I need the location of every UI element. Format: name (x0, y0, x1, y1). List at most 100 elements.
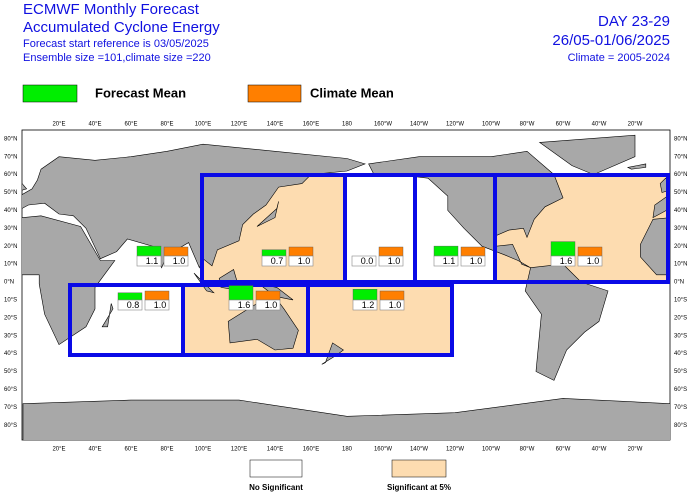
lat-label-left: 40°S (4, 351, 17, 357)
no-significant-label: No Significant (249, 483, 303, 492)
value-box (117, 299, 143, 311)
lat-label-right: 30°N (674, 226, 687, 232)
value-box (433, 255, 459, 267)
region-outline (306, 283, 454, 357)
lat-label-right: 10°S (674, 297, 687, 303)
value-box (228, 299, 254, 311)
lat-label-right: 0°N (674, 280, 684, 286)
value-box (577, 255, 603, 267)
lat-label-right: 60°N (674, 172, 687, 178)
value-box (379, 299, 405, 311)
lon-label-top: 100°E (195, 122, 211, 128)
climate-bar (163, 246, 189, 257)
landmass (101, 303, 114, 328)
forecast-bar (433, 245, 459, 257)
lat-label-left: 80°S (4, 423, 17, 429)
title: ECMWF Monthly Forecast (23, 1, 200, 18)
value-box (288, 255, 314, 267)
lon-label-top: 160°E (303, 122, 319, 128)
region-outline (493, 173, 670, 284)
climate-value-label: 1.0 (470, 256, 483, 266)
forecast-bar (550, 241, 576, 257)
lat-label-left: 40°N (4, 208, 17, 214)
lat-label-right: 10°N (674, 262, 687, 268)
lat-label-left: 30°N (4, 226, 17, 232)
value-box (136, 255, 162, 267)
landmass (227, 301, 299, 351)
lon-label-bottom: 60°W (556, 447, 571, 453)
lon-label-top: 80°E (160, 122, 173, 128)
lat-label-right: 80°N (674, 136, 687, 142)
landmass (538, 134, 636, 175)
lat-label-left: 10°S (4, 297, 17, 303)
lon-label-bottom: 40°E (88, 447, 101, 453)
forecast-value-label: 1.1 (146, 256, 159, 266)
region-outlines (68, 173, 670, 357)
lon-label-top: 80°W (520, 122, 535, 128)
lon-label-top: 180 (342, 122, 353, 128)
lat-label-right: 20°N (674, 244, 687, 250)
lon-label-top: 160°W (374, 122, 392, 128)
value-box (351, 255, 377, 267)
subtitle: Accumulated Cyclone Energy (23, 19, 220, 36)
landmass (22, 398, 670, 440)
landmass (626, 163, 647, 170)
region-bars: 1.1 1.0 0.7 1.0 0.0 1.0 1.1 1.0 1.6 1.0 0.8 1.0 1.6 1… (117, 241, 603, 311)
lat-label-right: 50°N (674, 190, 687, 196)
lon-label-top: 40°E (88, 122, 101, 128)
lon-label-top: 140°E (267, 122, 283, 128)
lon-label-top: 120°E (231, 122, 247, 128)
lat-label-right: 30°S (674, 333, 687, 339)
climate-value-label: 1.0 (389, 300, 402, 310)
lat-label-left: 80°N (4, 136, 17, 142)
lon-label-top: 100°W (482, 122, 500, 128)
lat-label-right: 80°S (674, 423, 687, 429)
forecast-legend-label: Forecast Mean (95, 85, 186, 100)
lat-label-right: 60°S (674, 387, 687, 393)
lat-label-right: 50°S (674, 369, 687, 375)
lon-label-top: 60°E (124, 122, 137, 128)
climate-bar (577, 246, 603, 257)
ensemble-info: Ensemble size =101,climate size =220 (23, 52, 211, 64)
no-significant-swatch (249, 459, 303, 478)
climate-bar (379, 290, 405, 301)
forecast-bar (352, 289, 378, 301)
significant-swatch (391, 459, 447, 478)
forecast-value-label: 0.7 (271, 256, 284, 266)
lon-label-top: 40°W (592, 122, 607, 128)
climate-value-label: 1.0 (173, 256, 186, 266)
lon-label-bottom: 20°E (52, 447, 65, 453)
lat-label-left: 50°N (4, 190, 17, 196)
lon-label-bottom: 180 (342, 447, 353, 453)
lat-label-left: 10°N (4, 262, 17, 268)
value-box (255, 299, 281, 311)
climate-value-label: 1.0 (154, 300, 167, 310)
lat-label-right: 40°S (674, 351, 687, 357)
lon-label-bottom: 140°W (410, 447, 428, 453)
landmass (368, 150, 564, 268)
lat-label-left: 20°N (4, 244, 17, 250)
climate-bar (255, 290, 281, 301)
climate-value-label: 1.0 (587, 256, 600, 266)
forecast-value-label: 1.6 (560, 256, 573, 266)
value-box (460, 255, 486, 267)
lon-label-bottom: 120°E (231, 447, 247, 453)
lat-label-right: 70°N (674, 154, 687, 160)
lat-label-right: 40°N (674, 208, 687, 214)
forecast-legend-swatch (22, 84, 78, 103)
lon-label-bottom: 80°W (520, 447, 535, 453)
value-box (261, 255, 287, 267)
lat-label-left: 60°S (4, 387, 17, 393)
lat-label-right: 20°S (674, 315, 687, 321)
climate-legend-label: Climate Mean (310, 85, 394, 100)
lat-label-left: 70°N (4, 154, 17, 160)
landmass (22, 182, 28, 191)
lon-label-top: 120°W (446, 122, 464, 128)
lat-label-left: 60°N (4, 172, 17, 178)
lon-label-bottom: 100°W (482, 447, 500, 453)
lon-label-bottom: 60°E (124, 447, 137, 453)
lon-label-bottom: 100°E (195, 447, 211, 453)
landmass (640, 217, 670, 276)
significant-label: Significant at 5% (387, 483, 451, 492)
